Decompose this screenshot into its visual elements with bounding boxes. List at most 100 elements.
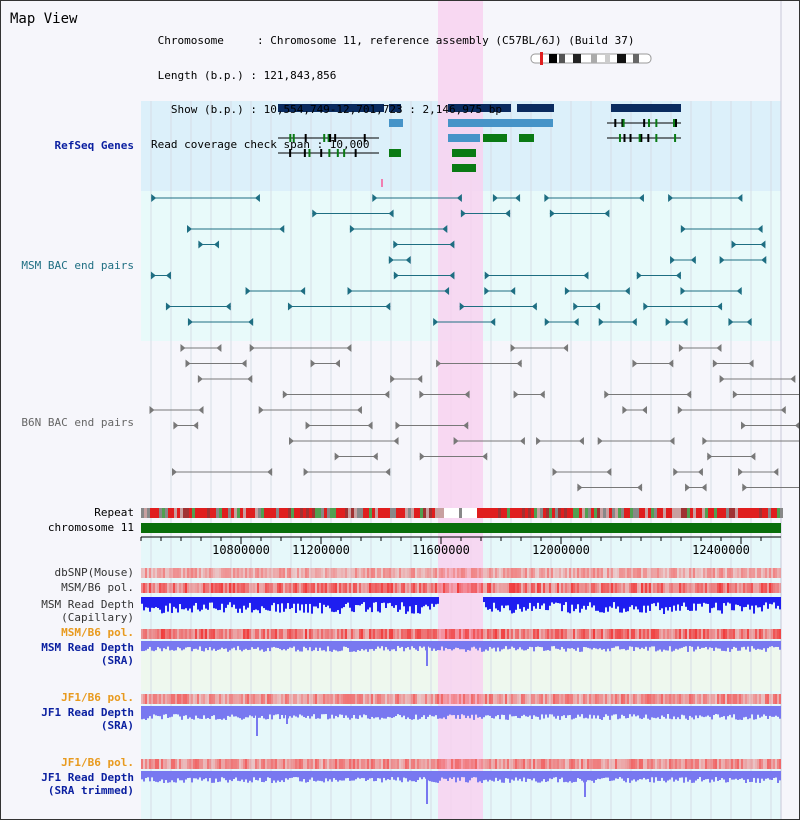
jf1-trimmed-depth (503, 771, 505, 783)
msm-sra-depth (377, 641, 379, 647)
msm-sra-depth (773, 641, 775, 648)
msm-pol-strip-2 (765, 629, 767, 639)
jf1-trimmed-depth (637, 771, 639, 781)
label-refseq-genes[interactable]: RefSeq Genes (54, 139, 134, 152)
dbsnp-strip (627, 568, 629, 578)
msm-capillary-depth (597, 597, 599, 611)
jf1-sra-depth (383, 706, 385, 719)
msm-pol-strip-2 (353, 629, 355, 639)
jf1-trimmed-depth (341, 771, 343, 781)
jf1-pol-strip (231, 694, 233, 704)
msm-pol-strip (759, 583, 761, 593)
msm-sra-depth (361, 641, 363, 650)
msm-capillary-depth (303, 597, 305, 613)
jf1-trimmed-depth (709, 771, 711, 783)
msm-capillary-depth (555, 597, 557, 603)
label-msm-bac[interactable]: MSM BAC end pairs (21, 259, 134, 272)
msm-pol-strip (169, 583, 171, 593)
jf1-pol-strip (541, 694, 543, 704)
dbsnp-strip (233, 568, 235, 578)
msm-sra-depth (277, 641, 279, 649)
msm-sra-depth (249, 641, 251, 650)
msm-capillary-depth (315, 597, 317, 607)
dbsnp-strip (219, 568, 221, 578)
msm-pol-strip-2 (295, 629, 297, 639)
jf1-sra-depth (615, 706, 617, 715)
jf1-pol-strip-2 (745, 759, 747, 769)
jf1-trimmed-depth (361, 771, 363, 779)
jf1-trimmed-depth (355, 771, 357, 780)
msm-sra-depth (357, 641, 359, 651)
dbsnp-strip (423, 568, 425, 578)
msm-pol-strip (763, 583, 765, 593)
jf1-pol-strip-2 (383, 759, 385, 769)
jf1-sra-depth (263, 706, 265, 719)
jf1-trimmed-depth (441, 771, 443, 778)
dbsnp-strip (539, 568, 541, 578)
msm-capillary-depth (743, 597, 745, 608)
msm-sra-depth (509, 641, 511, 649)
jf1-sra-depth (233, 706, 235, 717)
jf1-trimmed-depth (287, 771, 289, 780)
jf1-pol-strip (215, 694, 217, 704)
msm-bac-pair-end (564, 287, 570, 295)
jf1-sra-depth (375, 706, 377, 718)
msm-pol-strip (255, 583, 257, 593)
b6n-bac-pair-end (539, 390, 545, 399)
repeat-segment (744, 508, 747, 518)
jf1-pol-strip-2 (661, 759, 663, 769)
msm-capillary-depth (729, 597, 731, 604)
repeat-segment (291, 508, 294, 518)
jf1-pol-strip (755, 694, 757, 704)
msm-capillary-depth (521, 597, 523, 612)
msm-pol-strip-2 (569, 629, 571, 639)
jf1-pol-strip (157, 694, 159, 704)
msm-sra-depth (597, 641, 599, 650)
jf1-pol-strip-2 (687, 759, 689, 769)
b6n-bac-pair-end (606, 468, 612, 476)
msm-pol-strip-2 (403, 629, 405, 639)
jf1-pol-strip (415, 694, 417, 704)
jf1-trimmed-depth (333, 771, 335, 779)
jf1-sra-depth (409, 706, 411, 719)
msm-pol-strip-2 (443, 629, 445, 639)
repeat-segment (306, 508, 309, 518)
repeat-segment (366, 508, 369, 518)
msm-sra-depth (687, 641, 689, 652)
repeat-segment (501, 508, 504, 518)
dbsnp-strip (745, 568, 747, 578)
msm-sra-depth (675, 641, 677, 649)
repeat-segment (489, 508, 492, 518)
msm-capillary-depth (771, 597, 773, 605)
msm-pol-strip (629, 583, 631, 593)
jf1-pol-strip (263, 694, 265, 704)
jf1-trimmed-depth (463, 771, 465, 778)
label-b6n-bac[interactable]: B6N BAC end pairs (21, 416, 134, 429)
jf1-pol-strip (597, 694, 599, 704)
jf1-sra-depth (463, 706, 465, 716)
msm-sra-depth (171, 641, 173, 650)
jf1-trimmed-depth (215, 771, 217, 779)
jf1-trimmed-depth (175, 771, 177, 783)
msm-capillary-depth (709, 597, 711, 613)
jf1-pol-strip (317, 694, 319, 704)
msm-capillary-depth (431, 597, 433, 604)
msm-capillary-depth (635, 597, 637, 607)
msm-pol-strip (227, 583, 229, 593)
jf1-sra-depth (581, 706, 583, 715)
msm-bac-pair-end (442, 225, 448, 233)
jf1-sra-depth (631, 706, 633, 717)
msm-pol-strip (425, 583, 427, 593)
b6n-bac-pair-end (198, 406, 204, 414)
jf1-pol-strip-2 (629, 759, 631, 769)
msm-capillary-depth (387, 597, 389, 604)
msm-sra-depth (461, 641, 463, 650)
msm-sra-depth (195, 641, 197, 649)
msm-sra-depth (705, 641, 707, 647)
msm-pol-strip-2 (599, 629, 601, 639)
dbsnp-strip (175, 568, 177, 578)
jf1-trimmed-depth (525, 771, 527, 782)
jf1-sra-depth (553, 706, 555, 717)
msm-pol-strip-2 (463, 629, 465, 639)
